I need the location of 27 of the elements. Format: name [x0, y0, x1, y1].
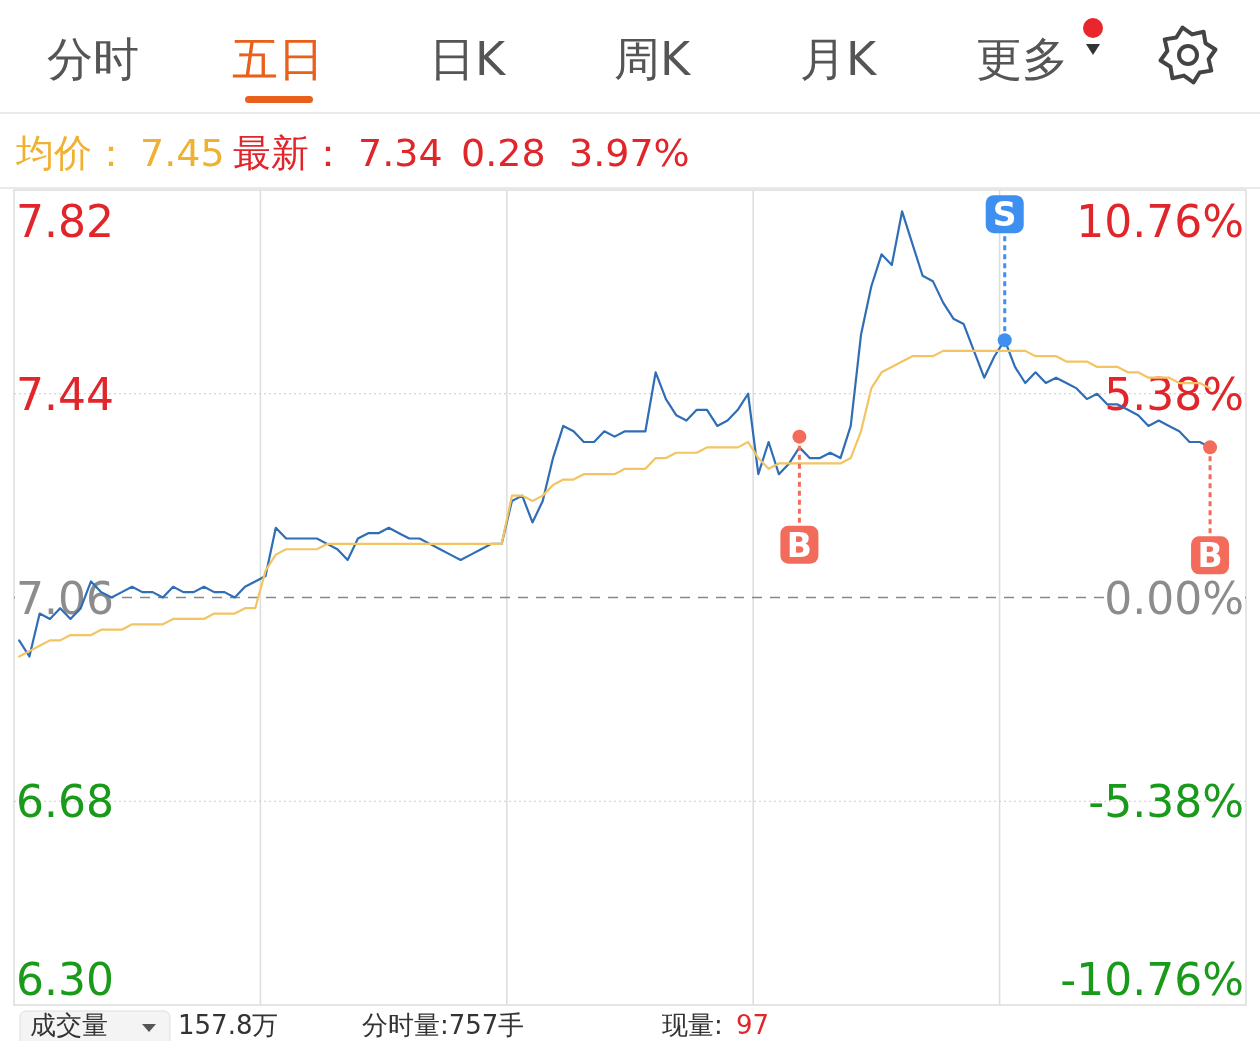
y2-tick-label: -10.76%: [1060, 954, 1244, 1005]
y-tick-label: 6.30: [16, 954, 114, 1005]
text: 五日: [232, 32, 324, 86]
text: 均价：: [15, 131, 130, 175]
text: 0.28: [461, 131, 546, 175]
text: 7.34: [358, 131, 443, 175]
text: 157.8万: [178, 1010, 279, 1040]
text: 月K: [799, 32, 878, 86]
text: 日K: [428, 32, 507, 86]
text: 7.45: [140, 131, 225, 175]
text: 最新：: [233, 131, 347, 175]
text: 分时: [47, 32, 139, 86]
text: 分时量:757手: [362, 1010, 525, 1040]
y2-tick-label: -5.38%: [1088, 776, 1244, 828]
text: 更多: [976, 32, 1068, 86]
text: 成交量: [30, 1010, 108, 1040]
y2-tick-label: 5.38%: [1104, 368, 1244, 420]
y-tick-label: 7.44: [16, 368, 114, 420]
text: 现量:: [662, 1010, 723, 1040]
text: S: [992, 195, 1017, 235]
text: 3.97%: [569, 131, 690, 175]
text: 97: [736, 1010, 770, 1040]
text: 周K: [613, 32, 692, 86]
y2-tick-label: 10.76%: [1076, 196, 1244, 247]
y-tick-label: 7.82: [16, 196, 114, 247]
text: B: [786, 525, 812, 565]
y-tick-label: 6.68: [16, 776, 114, 828]
